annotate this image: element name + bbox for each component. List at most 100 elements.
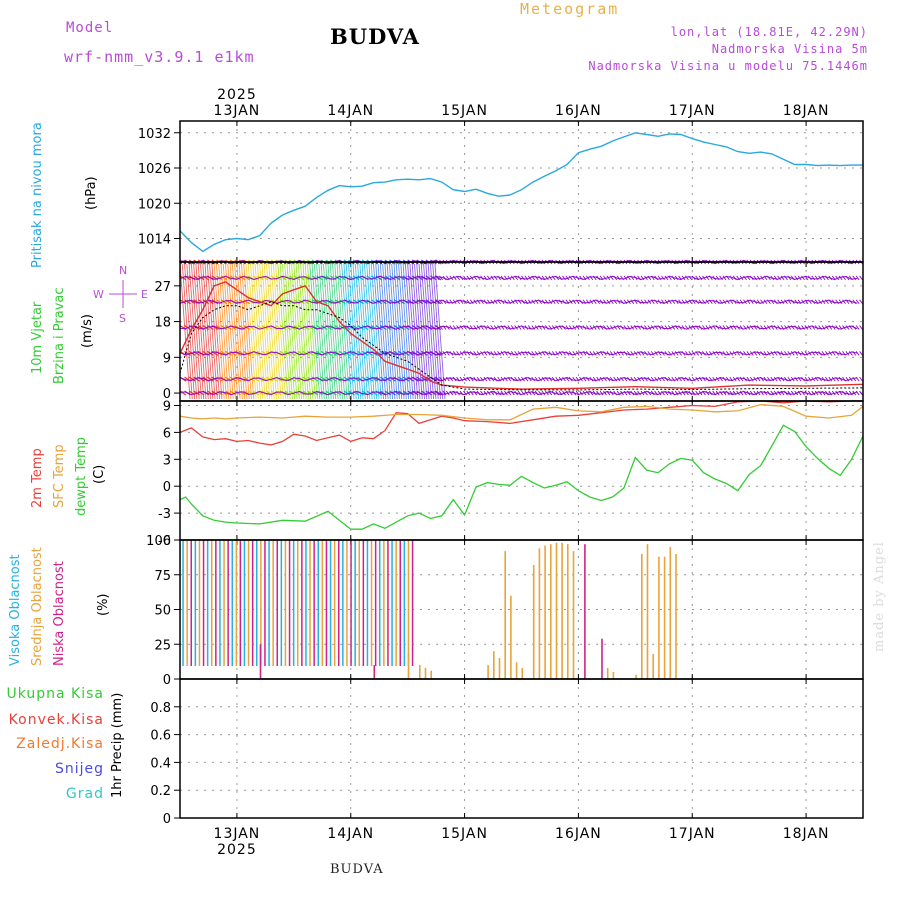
wind-barb bbox=[627, 299, 631, 304]
wind-barb bbox=[729, 351, 734, 356]
wind-hatch-stroke bbox=[318, 263, 330, 400]
wind-barb bbox=[637, 390, 641, 396]
wind-barb bbox=[821, 325, 826, 330]
wind-barb bbox=[753, 325, 758, 330]
wind-barb bbox=[572, 275, 577, 281]
wind-barb bbox=[504, 390, 508, 396]
wind-barb bbox=[252, 275, 260, 281]
wind-barb bbox=[620, 299, 624, 304]
wind-barb bbox=[266, 325, 273, 331]
wind-barb bbox=[521, 351, 525, 356]
wind-barb bbox=[420, 350, 428, 356]
wind-hatch-stroke bbox=[270, 263, 282, 400]
wind-barb bbox=[746, 299, 751, 304]
cloud-bar bbox=[251, 540, 254, 666]
wind-barb bbox=[828, 299, 833, 304]
wind-barb bbox=[777, 390, 781, 396]
wind-barb bbox=[852, 390, 857, 396]
wind-hatch-stroke bbox=[329, 263, 341, 400]
wind-barb bbox=[831, 351, 836, 356]
wind-hatch-stroke bbox=[366, 263, 378, 400]
wind-barb bbox=[674, 351, 679, 356]
wind-barb bbox=[801, 376, 805, 382]
wind-barb bbox=[517, 390, 522, 396]
wind-barb bbox=[510, 376, 515, 382]
wind-barb bbox=[609, 325, 614, 330]
wind-barb bbox=[521, 390, 525, 396]
wind-barb bbox=[568, 390, 573, 396]
wind-barb bbox=[463, 390, 467, 396]
cloud-bar bbox=[194, 540, 197, 666]
wind-barb bbox=[848, 351, 853, 356]
wind-barb bbox=[582, 275, 587, 281]
wind-barb bbox=[705, 376, 710, 382]
wind-barb bbox=[452, 351, 457, 356]
cloud-bar bbox=[264, 540, 266, 666]
wind-barb bbox=[797, 390, 802, 396]
wind-barb bbox=[842, 299, 846, 304]
wind-barb bbox=[773, 275, 778, 281]
wind-barb bbox=[702, 376, 706, 382]
wind-barb bbox=[650, 390, 655, 396]
wind-barb bbox=[442, 299, 447, 304]
wind-barb bbox=[657, 351, 662, 356]
wind-barb bbox=[797, 275, 802, 281]
wind-barb bbox=[760, 299, 764, 304]
wind-barb bbox=[726, 275, 730, 281]
model-label: Model bbox=[66, 20, 114, 36]
wind-barb bbox=[753, 351, 758, 356]
wind-barb bbox=[527, 299, 532, 304]
wind-barb bbox=[616, 299, 621, 304]
wind-barb bbox=[664, 325, 669, 330]
wind-barb bbox=[749, 325, 754, 330]
wind-barb bbox=[568, 351, 573, 356]
wind-barb bbox=[702, 275, 706, 281]
wind-barb bbox=[555, 351, 560, 356]
wind-barb bbox=[558, 390, 563, 396]
wind-barb bbox=[712, 299, 717, 304]
wind-barb bbox=[780, 299, 785, 304]
wind-barb bbox=[449, 325, 454, 330]
model-elevation-label: Nadmorska Visina u modelu 75.1446m bbox=[588, 59, 868, 73]
wind-barb bbox=[804, 299, 809, 304]
cloud-bar bbox=[561, 542, 563, 679]
wind-barb bbox=[480, 390, 484, 396]
wind-barb bbox=[293, 299, 301, 305]
cloud-bar bbox=[532, 565, 535, 679]
wind-barb bbox=[804, 390, 809, 396]
wind-barb bbox=[746, 275, 751, 281]
wind-barb bbox=[449, 390, 454, 396]
wind-barb bbox=[211, 390, 219, 396]
bottom-day-label: 16JAN bbox=[555, 826, 602, 842]
wind-barb bbox=[592, 275, 597, 281]
cloud-bar bbox=[399, 540, 401, 666]
wind-barb bbox=[582, 351, 587, 356]
wind-barb bbox=[657, 275, 662, 281]
wind-barb bbox=[476, 275, 481, 281]
wind-barb bbox=[592, 351, 597, 356]
cloud-bar bbox=[288, 540, 291, 666]
wind-barb bbox=[579, 376, 583, 382]
wind-barb bbox=[565, 299, 570, 304]
wind-barb bbox=[814, 376, 819, 382]
cloud-bar bbox=[669, 547, 672, 679]
wind-barb bbox=[763, 325, 768, 330]
wind-barb bbox=[685, 390, 689, 396]
wind-barb bbox=[770, 299, 775, 304]
wind-barb bbox=[302, 325, 310, 331]
wind-hatch-stroke bbox=[245, 263, 257, 400]
wind-barb bbox=[746, 351, 751, 356]
wind-barb bbox=[483, 390, 488, 396]
wind-barb bbox=[859, 376, 863, 382]
wind-barb bbox=[695, 275, 700, 281]
wind-barb bbox=[770, 390, 775, 396]
wind-barb bbox=[801, 275, 805, 281]
wind-barb bbox=[688, 376, 693, 382]
wind-barb bbox=[790, 275, 795, 281]
wind-barb bbox=[579, 299, 583, 304]
wind-hatch-stroke bbox=[204, 263, 216, 400]
wind-barb bbox=[500, 351, 505, 356]
wind-barb-row bbox=[179, 351, 858, 356]
wind-barb bbox=[627, 351, 631, 356]
wind-barb bbox=[763, 376, 768, 382]
